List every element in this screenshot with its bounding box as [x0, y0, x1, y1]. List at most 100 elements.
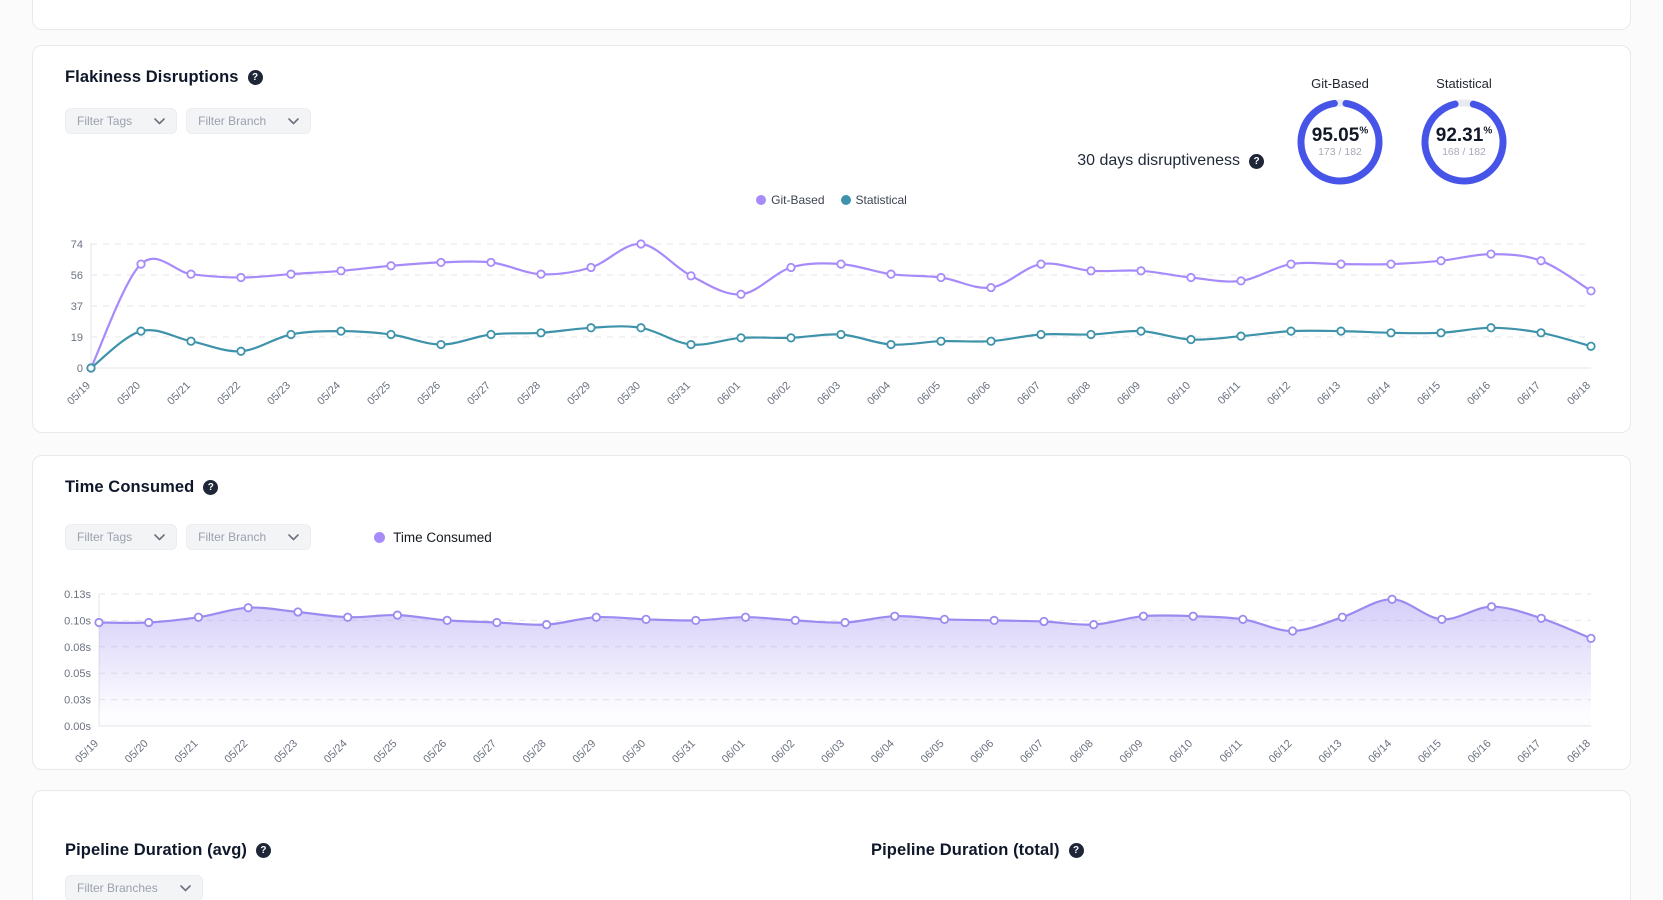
svg-text:06/13: 06/13: [1317, 738, 1345, 766]
svg-text:06/13: 06/13: [1315, 380, 1343, 408]
time-consumed-chart[interactable]: 0.13s 0.10s 0.08s 0.05s 0.03s 0.00s 05/19 05/20…: [61, 584, 1601, 766]
svg-text:06/11: 06/11: [1218, 738, 1245, 765]
svg-text:06/03: 06/03: [819, 738, 847, 766]
svg-text:06/02: 06/02: [769, 738, 797, 766]
help-icon[interactable]: ?: [1249, 153, 1264, 169]
svg-text:0.00s: 0.00s: [64, 721, 91, 733]
donut-percent: 92.31%: [1435, 125, 1493, 146]
time-consumed-legend[interactable]: Time Consumed: [374, 530, 492, 545]
svg-text:06/09: 06/09: [1118, 738, 1146, 766]
filter-branches-dropdown[interactable]: Filter Branches: [65, 875, 203, 900]
svg-text:06/06: 06/06: [965, 380, 993, 408]
svg-text:05/20: 05/20: [115, 380, 143, 408]
svg-text:06/16: 06/16: [1465, 380, 1493, 408]
svg-text:06/17: 06/17: [1515, 380, 1543, 408]
svg-text:06/14: 06/14: [1365, 380, 1393, 408]
donut-label: Statistical: [1436, 76, 1492, 91]
svg-text:05/24: 05/24: [315, 380, 343, 408]
svg-text:06/04: 06/04: [869, 738, 897, 766]
svg-text:06/08: 06/08: [1068, 738, 1096, 766]
help-icon[interactable]: ?: [247, 70, 263, 85]
legend-item-statistical[interactable]: Statistical: [840, 193, 907, 207]
filter-branch-dropdown[interactable]: Filter Branch: [186, 524, 312, 550]
donut-percent: 95.05%: [1311, 125, 1369, 146]
svg-text:05/19: 05/19: [73, 738, 101, 766]
svg-text:05/22: 05/22: [215, 380, 243, 408]
svg-text:06/09: 06/09: [1115, 380, 1143, 408]
svg-text:05/27: 05/27: [471, 738, 499, 766]
chevron-down-icon: [154, 117, 165, 124]
pipeline-avg-title: Pipeline Duration (avg) ?: [65, 841, 271, 860]
svg-text:05/31: 05/31: [670, 738, 698, 766]
svg-text:06/10: 06/10: [1165, 380, 1193, 408]
legend-label: Git-Based: [771, 193, 825, 207]
flakiness-title: Flakiness Disruptions ?: [65, 68, 263, 87]
legend-dot: [756, 195, 767, 205]
svg-text:0.08s: 0.08s: [64, 642, 91, 654]
filter-branch-dropdown[interactable]: Filter Branch: [186, 108, 312, 134]
svg-text:06/18: 06/18: [1565, 380, 1593, 408]
legend-label: Time Consumed: [393, 529, 492, 545]
svg-text:06/12: 06/12: [1265, 380, 1293, 408]
svg-text:37: 37: [71, 301, 83, 313]
svg-text:06/06: 06/06: [968, 738, 996, 766]
svg-text:05/23: 05/23: [265, 380, 293, 408]
svg-text:06/15: 06/15: [1416, 738, 1444, 766]
svg-text:06/03: 06/03: [815, 380, 843, 408]
svg-text:05/21: 05/21: [165, 380, 193, 408]
svg-text:56: 56: [71, 270, 83, 282]
filter-tags-label: Filter Tags: [77, 530, 133, 544]
pipeline-total-title: Pipeline Duration (total) ?: [871, 841, 1084, 860]
donut-fraction: 168 / 182: [1442, 146, 1486, 158]
filter-branch-label: Filter Branch: [198, 530, 267, 544]
donut-ring: [1297, 99, 1383, 185]
filter-tags-dropdown[interactable]: Filter Tags: [65, 108, 178, 134]
donut-fraction: 173 / 182: [1318, 146, 1362, 158]
filter-branch-label: Filter Branch: [198, 114, 267, 128]
donut-statistical: Statistical 92.31% 168 / 182: [1416, 76, 1512, 186]
svg-text:0.10s: 0.10s: [64, 615, 91, 627]
svg-text:06/14: 06/14: [1366, 738, 1394, 766]
help-icon[interactable]: ?: [203, 480, 219, 495]
svg-text:19: 19: [71, 332, 83, 344]
svg-text:74: 74: [71, 239, 83, 251]
svg-text:06/01: 06/01: [720, 738, 748, 766]
chevron-down-icon: [288, 117, 299, 124]
donut-ring: [1421, 99, 1507, 185]
help-icon[interactable]: ?: [1068, 843, 1084, 858]
donut-label: Git-Based: [1311, 76, 1369, 91]
svg-text:05/26: 05/26: [415, 380, 443, 408]
svg-text:05/28: 05/28: [515, 380, 543, 408]
filter-tags-dropdown[interactable]: Filter Tags: [65, 524, 178, 550]
svg-text:05/21: 05/21: [173, 738, 201, 766]
svg-text:06/10: 06/10: [1167, 738, 1195, 766]
svg-text:05/26: 05/26: [421, 738, 449, 766]
svg-text:06/01: 06/01: [715, 380, 743, 408]
chevron-down-icon: [288, 533, 299, 540]
legend-dot: [374, 531, 386, 543]
chevron-down-icon: [179, 884, 191, 891]
svg-text:05/29: 05/29: [571, 738, 599, 766]
time-consumed-card: Time Consumed ? Filter Tags Filter Branc…: [32, 455, 1631, 770]
help-icon[interactable]: ?: [256, 843, 271, 858]
svg-text:05/19: 05/19: [65, 380, 93, 408]
legend-item-git-based[interactable]: Git-Based: [756, 193, 825, 207]
svg-text:0.05s: 0.05s: [64, 668, 91, 680]
pipeline-avg-title-text: Pipeline Duration (avg): [65, 841, 247, 859]
svg-text:05/24: 05/24: [322, 738, 350, 766]
svg-text:05/29: 05/29: [565, 380, 593, 408]
svg-text:06/07: 06/07: [1018, 738, 1046, 766]
svg-text:06/16: 06/16: [1466, 738, 1494, 766]
svg-text:05/30: 05/30: [620, 738, 648, 766]
svg-text:0.13s: 0.13s: [64, 589, 91, 601]
flakiness-chart[interactable]: 74 56 37 19 0 05/19 05/20 05/21 05/22 05/23 05/24 0…: [61, 232, 1601, 422]
time-consumed-title-text: Time Consumed: [65, 478, 195, 496]
donut-git-based: Git-Based 95.05% 173 / 182: [1292, 76, 1388, 186]
svg-text:06/07: 06/07: [1015, 380, 1043, 408]
svg-text:05/20: 05/20: [123, 738, 151, 766]
svg-text:06/18: 06/18: [1565, 738, 1593, 766]
svg-text:05/25: 05/25: [365, 380, 393, 408]
svg-text:05/27: 05/27: [465, 380, 493, 408]
svg-text:0: 0: [77, 363, 83, 375]
filter-branches-label: Filter Branches: [77, 881, 158, 895]
